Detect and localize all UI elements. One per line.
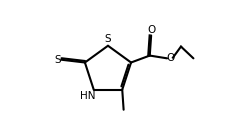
Text: O: O [167, 53, 175, 63]
Text: HN: HN [80, 91, 95, 101]
Text: S: S [105, 34, 111, 44]
Text: S: S [55, 55, 61, 65]
Text: O: O [147, 25, 155, 35]
